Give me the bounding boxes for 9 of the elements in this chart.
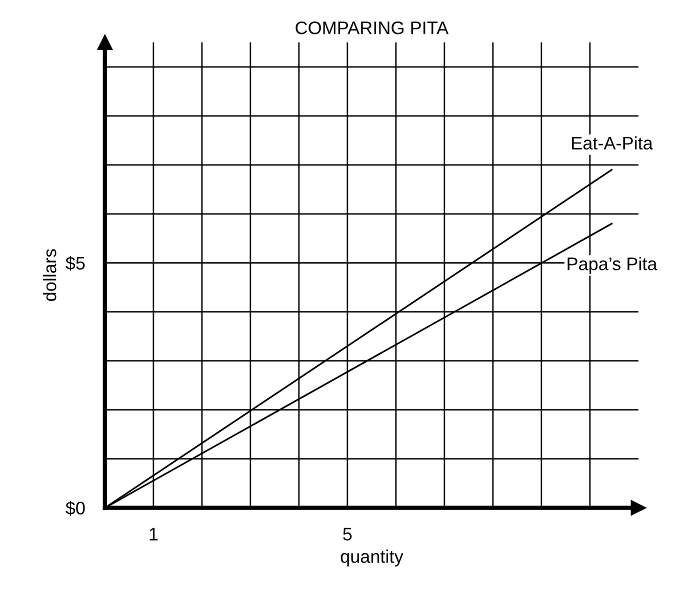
series-label: Eat-A-Pita [572,136,653,150]
chart-title: COMPARING PITA [296,21,449,34]
y-axis-title: dollars [43,249,56,301]
y-tick-label: $0 [66,501,85,516]
x-tick-label: 5 [343,528,352,541]
x-axis-title: quantity [340,550,404,566]
y-tick-label: $5 [66,256,85,271]
series-label: Papa’s Pita [568,257,658,274]
x-tick-label: 1 [150,528,158,540]
